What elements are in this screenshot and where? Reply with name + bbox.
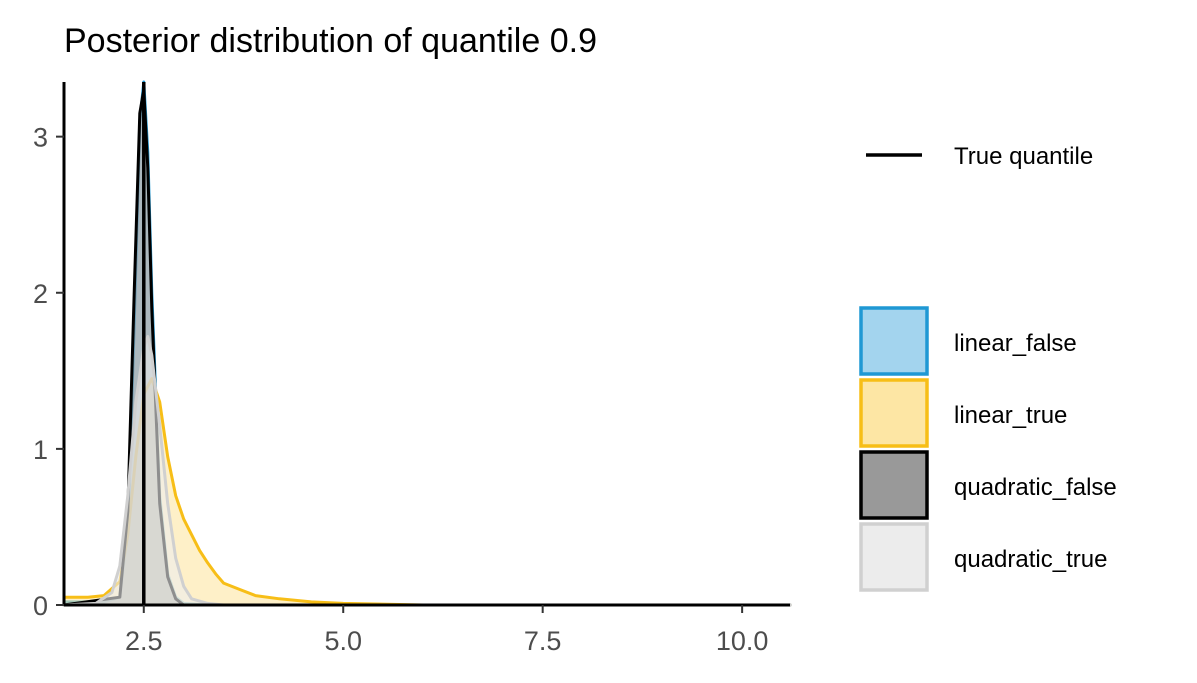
y-tick-label: 3	[33, 123, 48, 153]
x-tick-label: 7.5	[524, 626, 562, 656]
legend-label-linear-false: linear_false	[954, 330, 1077, 357]
legend-swatch-quadratic-false	[859, 450, 929, 520]
plot-area: 0 1 2 3 2.5 5.0 7.5 10.0	[33, 80, 792, 656]
legend-swatch-linear-true	[859, 378, 929, 448]
legend-swatch-linear-false	[859, 306, 929, 376]
legend-label-true-quantile: True quantile	[954, 143, 1093, 170]
legend-label-quadratic-true: quadratic_true	[954, 546, 1107, 573]
y-tick-label: 2	[33, 279, 48, 309]
legend-label-linear-true: linear_true	[954, 402, 1067, 429]
density-area-quadratic-true	[62, 335, 792, 607]
x-tick-label: 5.0	[324, 626, 362, 656]
x-tick-label: 10.0	[716, 626, 769, 656]
chart-title: Posterior distribution of quantile 0.9	[64, 22, 597, 60]
y-tick-label: 1	[33, 435, 48, 465]
legend: True quantile linear_false linear_truequad…	[859, 143, 1117, 592]
legend-swatch-quadratic-true	[859, 522, 929, 592]
y-tick-label: 0	[33, 591, 48, 621]
x-tick-label: 2.5	[125, 626, 163, 656]
legend-label-quadratic-false: quadratic_false	[954, 474, 1117, 501]
